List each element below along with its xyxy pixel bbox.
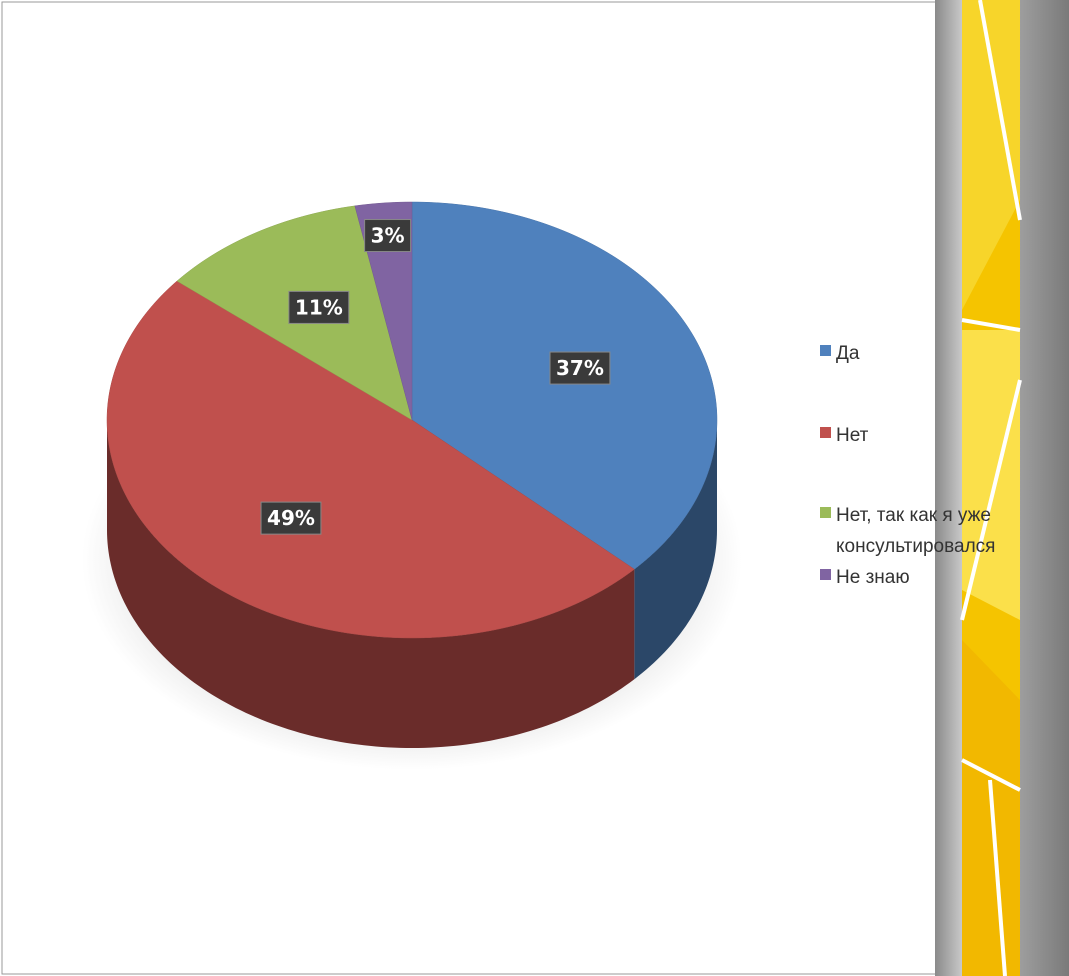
legend-swatch xyxy=(820,507,831,518)
data-label-text: 3% xyxy=(371,224,405,248)
decor xyxy=(962,330,1020,620)
legend-item: Нет, так как я уже консультировался xyxy=(820,500,1020,562)
slice-side xyxy=(107,420,635,748)
data-label: 11% xyxy=(288,290,350,324)
pie: 37% 49% 11% 3% xyxy=(106,201,718,748)
legend-label: Нет xyxy=(836,425,869,446)
data-label: 3% xyxy=(364,219,412,253)
data-label-box xyxy=(549,351,611,385)
legend: Да Нет Нет, так как я уже консультировался… xyxy=(820,338,1020,593)
pie-sides xyxy=(107,420,717,748)
data-label-box xyxy=(364,219,412,253)
legend-swatch xyxy=(820,427,831,438)
legend-item: Да xyxy=(820,338,1020,369)
slice-side xyxy=(634,420,717,680)
data-label: 37% xyxy=(549,351,611,385)
legend-label: Нет, так как я уже консультировался xyxy=(836,505,996,557)
data-label-text: 49% xyxy=(267,506,315,530)
decor xyxy=(962,0,1020,310)
legend-label: Не знаю xyxy=(836,567,910,588)
legend-label: Да xyxy=(836,343,860,364)
decor-lines xyxy=(960,0,1022,976)
slice xyxy=(106,280,635,639)
pie-labels: 37% 49% 11% 3% xyxy=(260,219,611,535)
legend-swatch xyxy=(820,345,831,356)
data-label-text: 11% xyxy=(295,295,343,319)
slice xyxy=(354,201,413,421)
data-label-box xyxy=(260,501,322,535)
legend-item: Нет xyxy=(820,420,1020,451)
legend-swatch xyxy=(820,569,831,580)
data-label: 49% xyxy=(260,501,322,535)
slice xyxy=(411,201,718,570)
pie-tops xyxy=(106,201,718,639)
data-label-text: 37% xyxy=(556,356,604,380)
data-label-box xyxy=(288,290,350,324)
legend-item: Не знаю xyxy=(820,562,1020,593)
